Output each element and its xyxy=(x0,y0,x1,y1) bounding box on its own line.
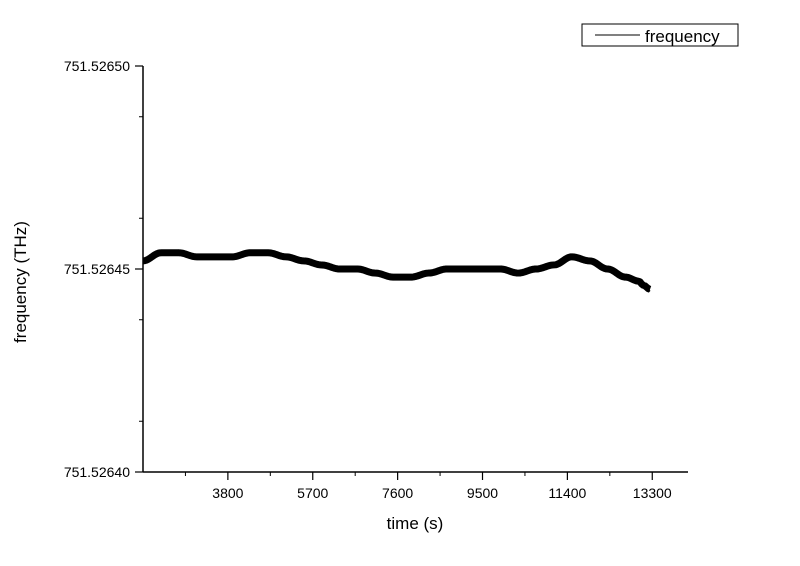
x-tick-label: 9500 xyxy=(467,485,498,501)
x-tick-label: 13300 xyxy=(633,485,672,501)
y-axis-title: frequency (THz) xyxy=(11,221,30,343)
x-tick-label: 11400 xyxy=(548,485,586,501)
series-layer xyxy=(141,249,652,293)
x-tick-label: 7600 xyxy=(382,485,413,501)
legend-box xyxy=(581,23,739,47)
ticks-layer: 751.52640 751.52645 751.52650 3800 5700 7600 9… xyxy=(64,58,672,501)
y-tick-label: 751.52645 xyxy=(64,261,130,277)
y-tick-label: 751.52640 xyxy=(64,464,130,480)
x-tick-label: 3800 xyxy=(212,485,243,501)
legend-entry-frequency: frequency xyxy=(645,27,720,46)
x-tick-label: 5700 xyxy=(297,485,328,501)
y-tick-label: 751.52650 xyxy=(64,58,130,74)
legend: frequency xyxy=(581,23,739,47)
series-frequency-core xyxy=(141,249,652,293)
x-axis-title: time (s) xyxy=(387,514,444,533)
